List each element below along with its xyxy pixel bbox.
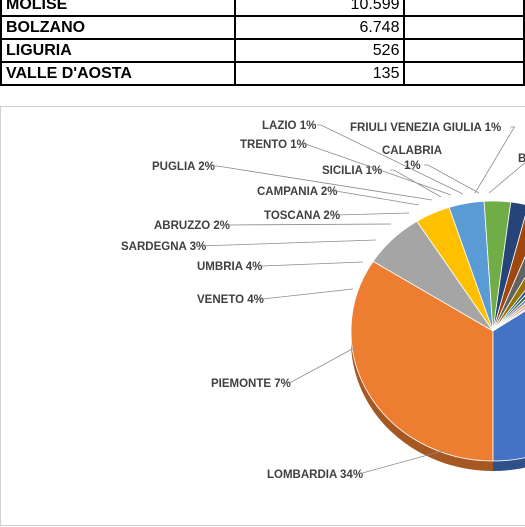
table-row: VALLE D'AOSTA 135	[0, 61, 525, 86]
pie-slice-other	[492, 310, 525, 462]
leader-line	[354, 449, 447, 475]
leader-line	[488, 162, 525, 194]
region-value-cell: 6.748	[234, 15, 406, 40]
pie-label-friuli-venezia-giulia: FRIULI VENEZIA GIULIA 1%	[350, 122, 501, 134]
pie-chart: LOMBARDIA 34% PIEMONTE 7% VENETO 4% UMBRIA …	[121, 120, 525, 481]
empty-cell	[403, 0, 525, 17]
pie-label-abruzzo: ABRUZZO 2%	[154, 220, 230, 232]
pie-label-trento: TRENTO 1%	[240, 139, 307, 151]
leader-line	[213, 165, 433, 201]
pie-slice-sicilia	[492, 290, 525, 332]
leader-line	[301, 143, 452, 196]
region-name-cell: VALLE D'AOSTA	[0, 61, 237, 86]
pie-label-umbria: UMBRIA 4%	[197, 261, 262, 273]
empty-cell	[403, 61, 525, 86]
pie-label-sardegna: SARDEGNA 3%	[121, 241, 206, 253]
region-name-cell: LIGURIA	[0, 38, 237, 63]
leader-line	[258, 261, 364, 267]
pie-label-piemonte: PIEMONTE 7%	[211, 378, 291, 390]
leader-line	[195, 239, 377, 247]
pie-label-sicilia: SICILIA 1%	[322, 165, 382, 177]
leader-line	[390, 169, 442, 198]
pie-label-puglia: PUGLIA 2%	[152, 161, 215, 173]
leader-line	[332, 212, 410, 216]
pie-label-lazio: LAZIO 1%	[262, 120, 316, 132]
empty-cell	[403, 15, 525, 40]
pie-label-veneto: VENETO 4%	[197, 294, 264, 306]
chart-area: LOMBARDIA 34% PIEMONTE 7% VENETO 4% UMBRIA …	[0, 106, 525, 526]
leader-line	[474, 126, 516, 194]
pie-slice-lombardia	[350, 260, 494, 462]
leader-line	[285, 346, 357, 384]
pie-slice-lazio	[492, 299, 525, 332]
pie-slice-puglia	[492, 276, 525, 332]
leader-line	[222, 223, 392, 226]
pie-slice-campania	[492, 256, 525, 332]
pie-label-toscana: TOSCANA 2%	[264, 210, 340, 222]
table-row: BOLZANO 6.748	[0, 15, 525, 40]
region-value-cell: 526	[234, 38, 406, 63]
pie-slice-calabria	[492, 306, 525, 332]
region-table: MOLISE 10.599 BOLZANO 6.748 LIGURIA 526 VALLE …	[0, 0, 525, 86]
pie-label-campania: CAMPANIA 2%	[257, 186, 338, 198]
pie-label-lombardia: LOMBARDIA 34%	[267, 469, 363, 481]
leader-line	[258, 288, 354, 300]
pie-slice-toscana	[492, 215, 525, 332]
pie-slice-abruzzo	[492, 201, 525, 332]
table-row: MOLISE 10.599	[0, 0, 525, 17]
pie-label-b: B	[518, 153, 525, 165]
empty-cell	[403, 38, 525, 63]
region-name-cell: BOLZANO	[0, 15, 237, 40]
leader-line	[316, 124, 464, 195]
region-value-cell: 10.599	[234, 0, 406, 17]
pie-label-calabria: CALABRIA 1%	[382, 145, 442, 172]
region-value-cell: 135	[234, 61, 406, 86]
leader-line	[331, 190, 420, 206]
region-name-cell: MOLISE	[0, 0, 237, 17]
leader-line	[424, 164, 480, 194]
table-row: LIGURIA 526	[0, 38, 525, 63]
pie-slice-friuli-venezia-giulia	[492, 302, 525, 332]
